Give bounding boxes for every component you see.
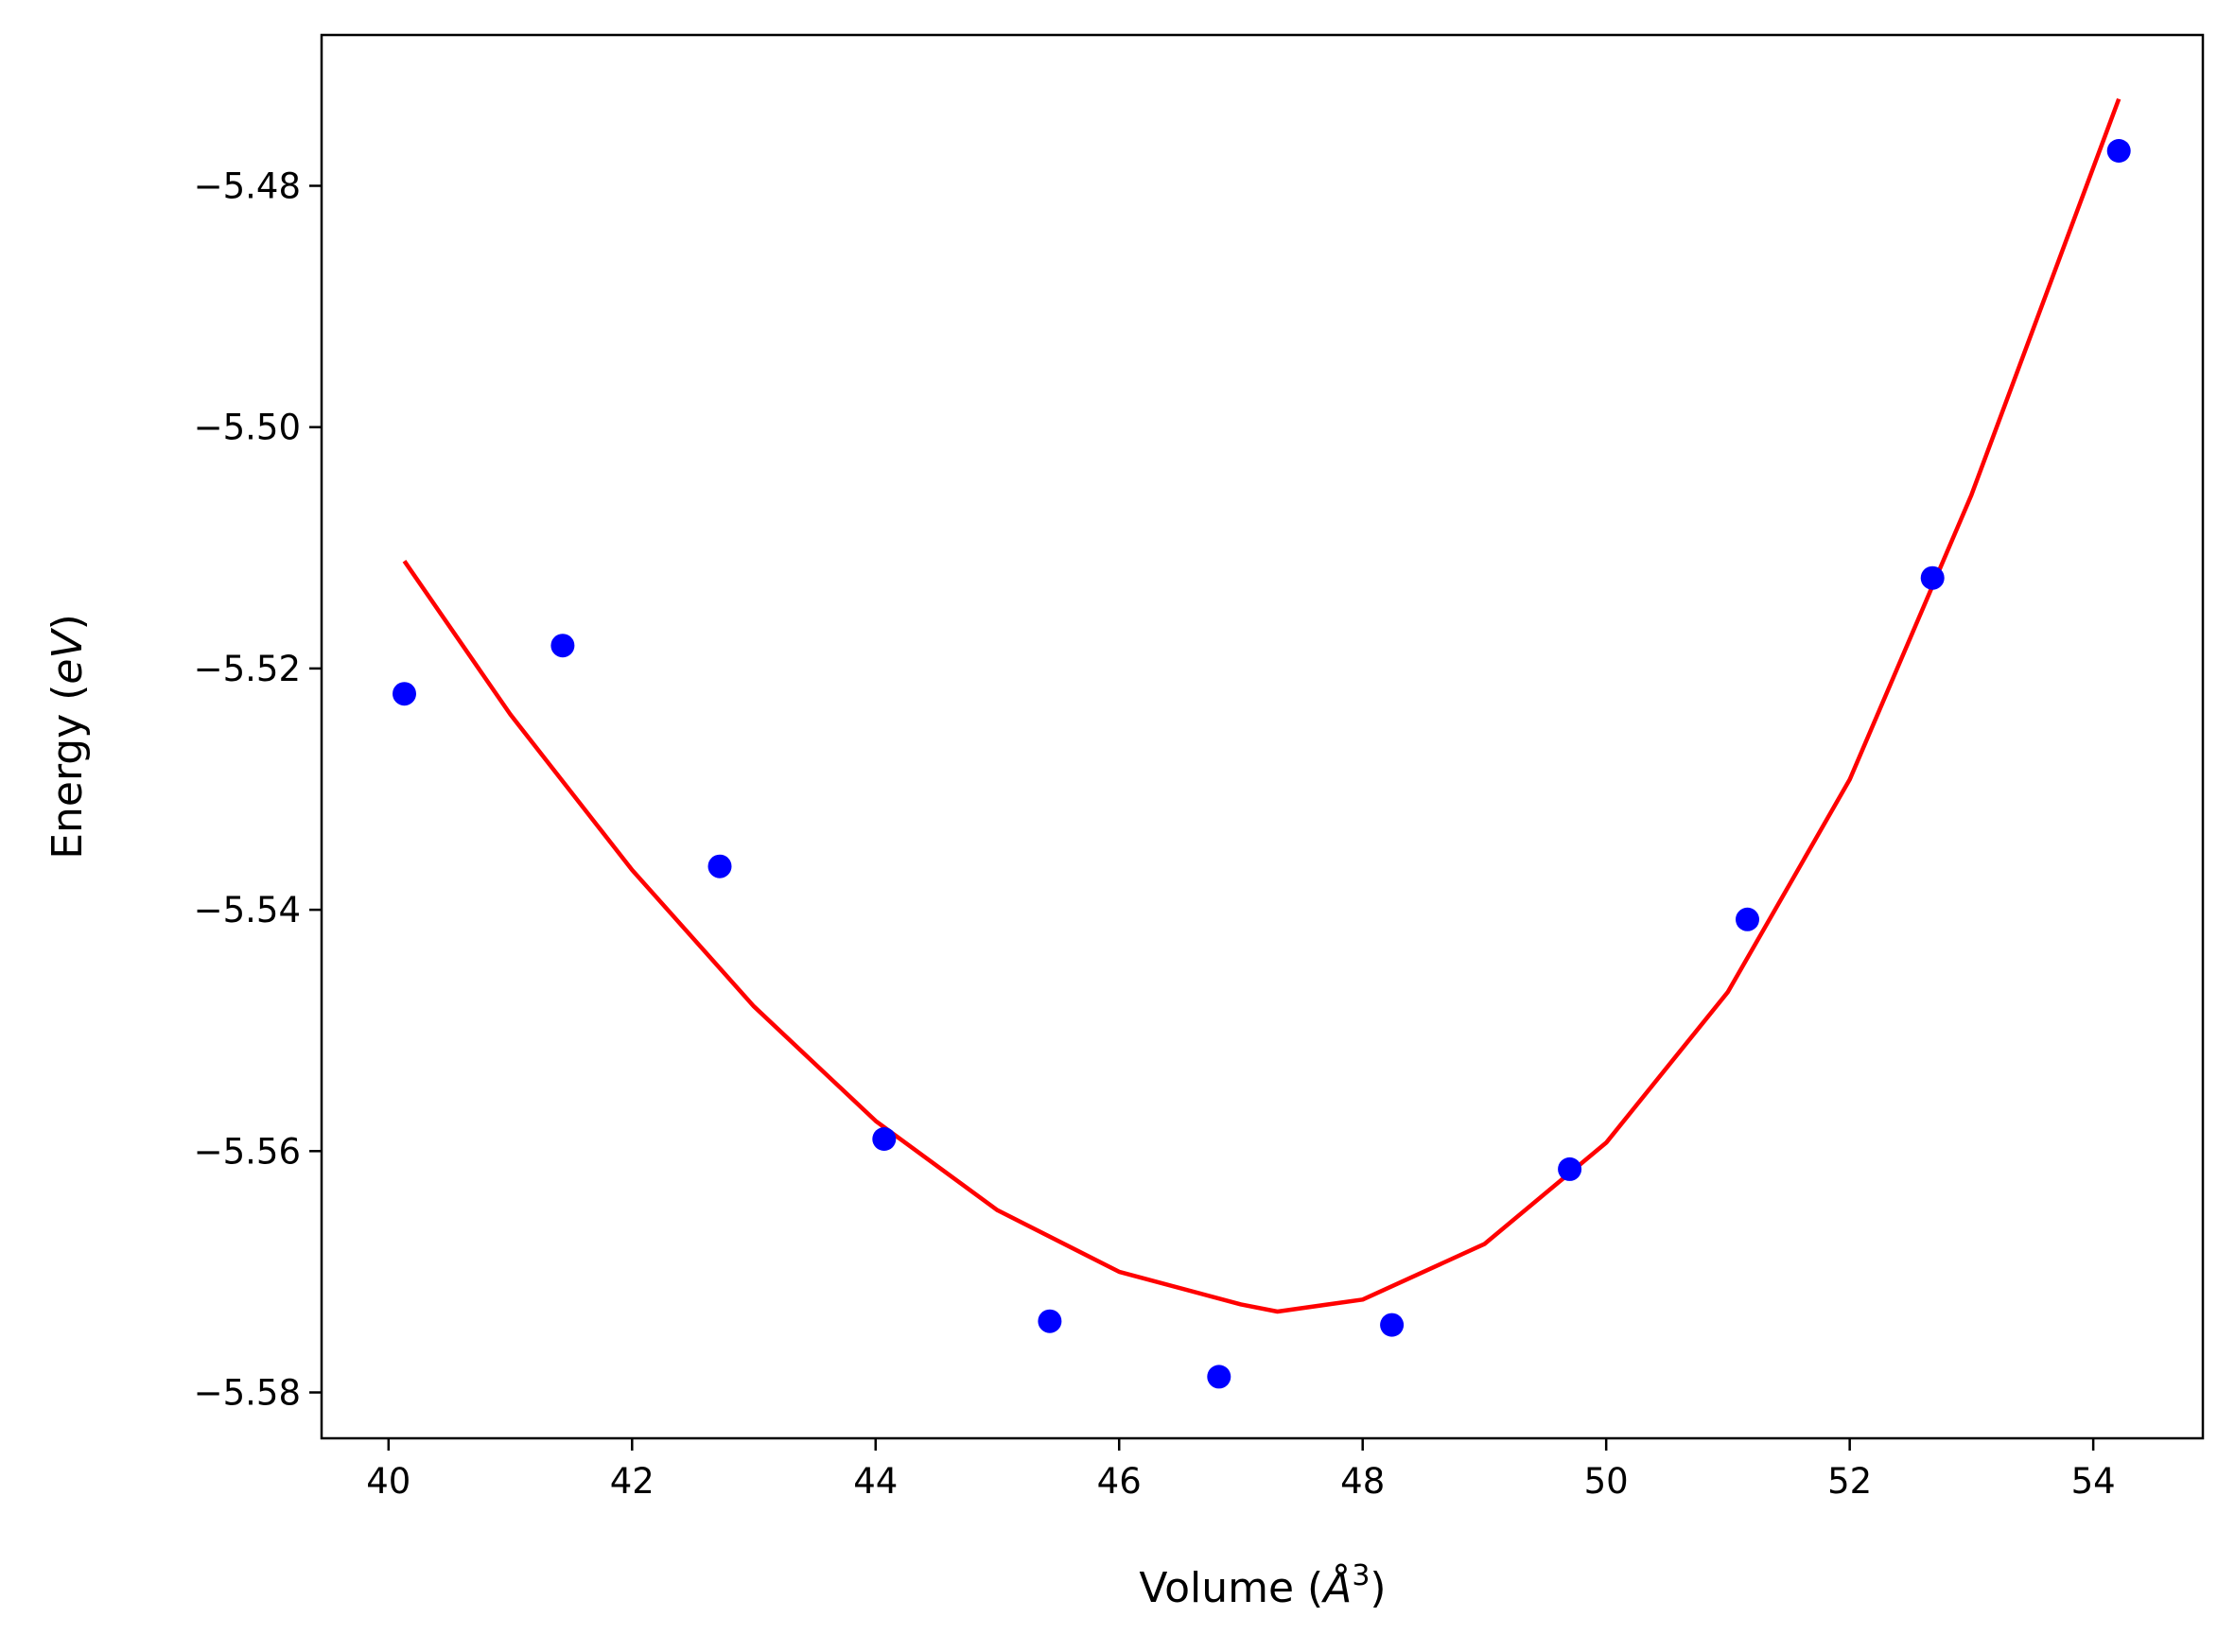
y-tick-label: −5.48 <box>194 166 301 207</box>
x-axis: 40 42 44 46 48 50 52 54 <box>366 1438 2116 1502</box>
x-tick-label: 44 <box>853 1461 898 1502</box>
y-tick-label: −5.52 <box>194 649 301 689</box>
y-tick-label: −5.58 <box>194 1373 301 1414</box>
x-axis-title: Volume (Å3) <box>1139 1559 1386 1612</box>
x-tick-label: 40 <box>366 1461 410 1502</box>
y-axis-label-text: Energy <box>44 714 92 860</box>
fit-curve <box>402 97 2122 1314</box>
y-tick-label: −5.54 <box>194 890 301 930</box>
data-point-3 <box>707 854 732 878</box>
data-point-6 <box>1207 1365 1231 1389</box>
data-point-4 <box>872 1127 897 1151</box>
data-point-7 <box>1380 1313 1405 1337</box>
y-tick-label: −5.50 <box>194 408 301 448</box>
x-tick-label: 46 <box>1097 1461 1142 1502</box>
data-point-10 <box>1920 565 1945 590</box>
y-axis-unit: eV <box>44 628 92 685</box>
x-tick-label: 50 <box>1584 1461 1629 1502</box>
x-tick-label: 52 <box>1827 1461 1872 1502</box>
plot-frame <box>320 33 2205 1440</box>
x-tick-label: 42 <box>610 1461 655 1502</box>
y-tick-label: −5.56 <box>194 1131 301 1172</box>
x-axis-label-text: Volume <box>1139 1564 1294 1612</box>
x-tick-label: 54 <box>2071 1461 2116 1502</box>
data-point-8 <box>1558 1156 1582 1181</box>
data-point-5 <box>1038 1309 1062 1333</box>
data-point-1 <box>393 682 416 706</box>
plot-background <box>322 35 2203 1438</box>
fit-curve-layer <box>402 97 2122 1314</box>
data-points-layer <box>393 139 2131 1389</box>
data-point-11 <box>2106 139 2131 163</box>
y-axis-title: Energy (eV) <box>44 614 92 860</box>
data-point-2 <box>550 634 575 658</box>
x-tick-label: 48 <box>1340 1461 1385 1502</box>
x-axis-unit: Å <box>1320 1562 1352 1612</box>
data-point-9 <box>1736 907 1759 931</box>
x-axis-unit-exponent: 3 <box>1352 1559 1370 1592</box>
y-axis: −5.48 −5.50 −5.52 −5.54 −5.56 −5.58 <box>194 166 322 1414</box>
